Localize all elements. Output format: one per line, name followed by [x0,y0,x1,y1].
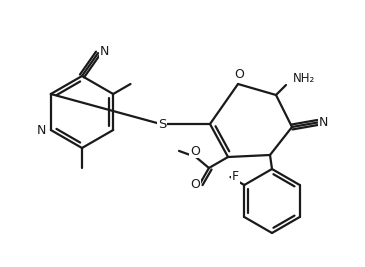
Text: S: S [158,117,166,131]
Text: O: O [190,144,200,158]
Text: N: N [319,116,328,129]
Text: O: O [234,69,244,81]
Text: N: N [99,45,109,58]
Text: N: N [36,124,46,136]
Text: NH₂: NH₂ [293,73,315,85]
Text: F: F [232,171,239,183]
Text: O: O [190,178,200,191]
